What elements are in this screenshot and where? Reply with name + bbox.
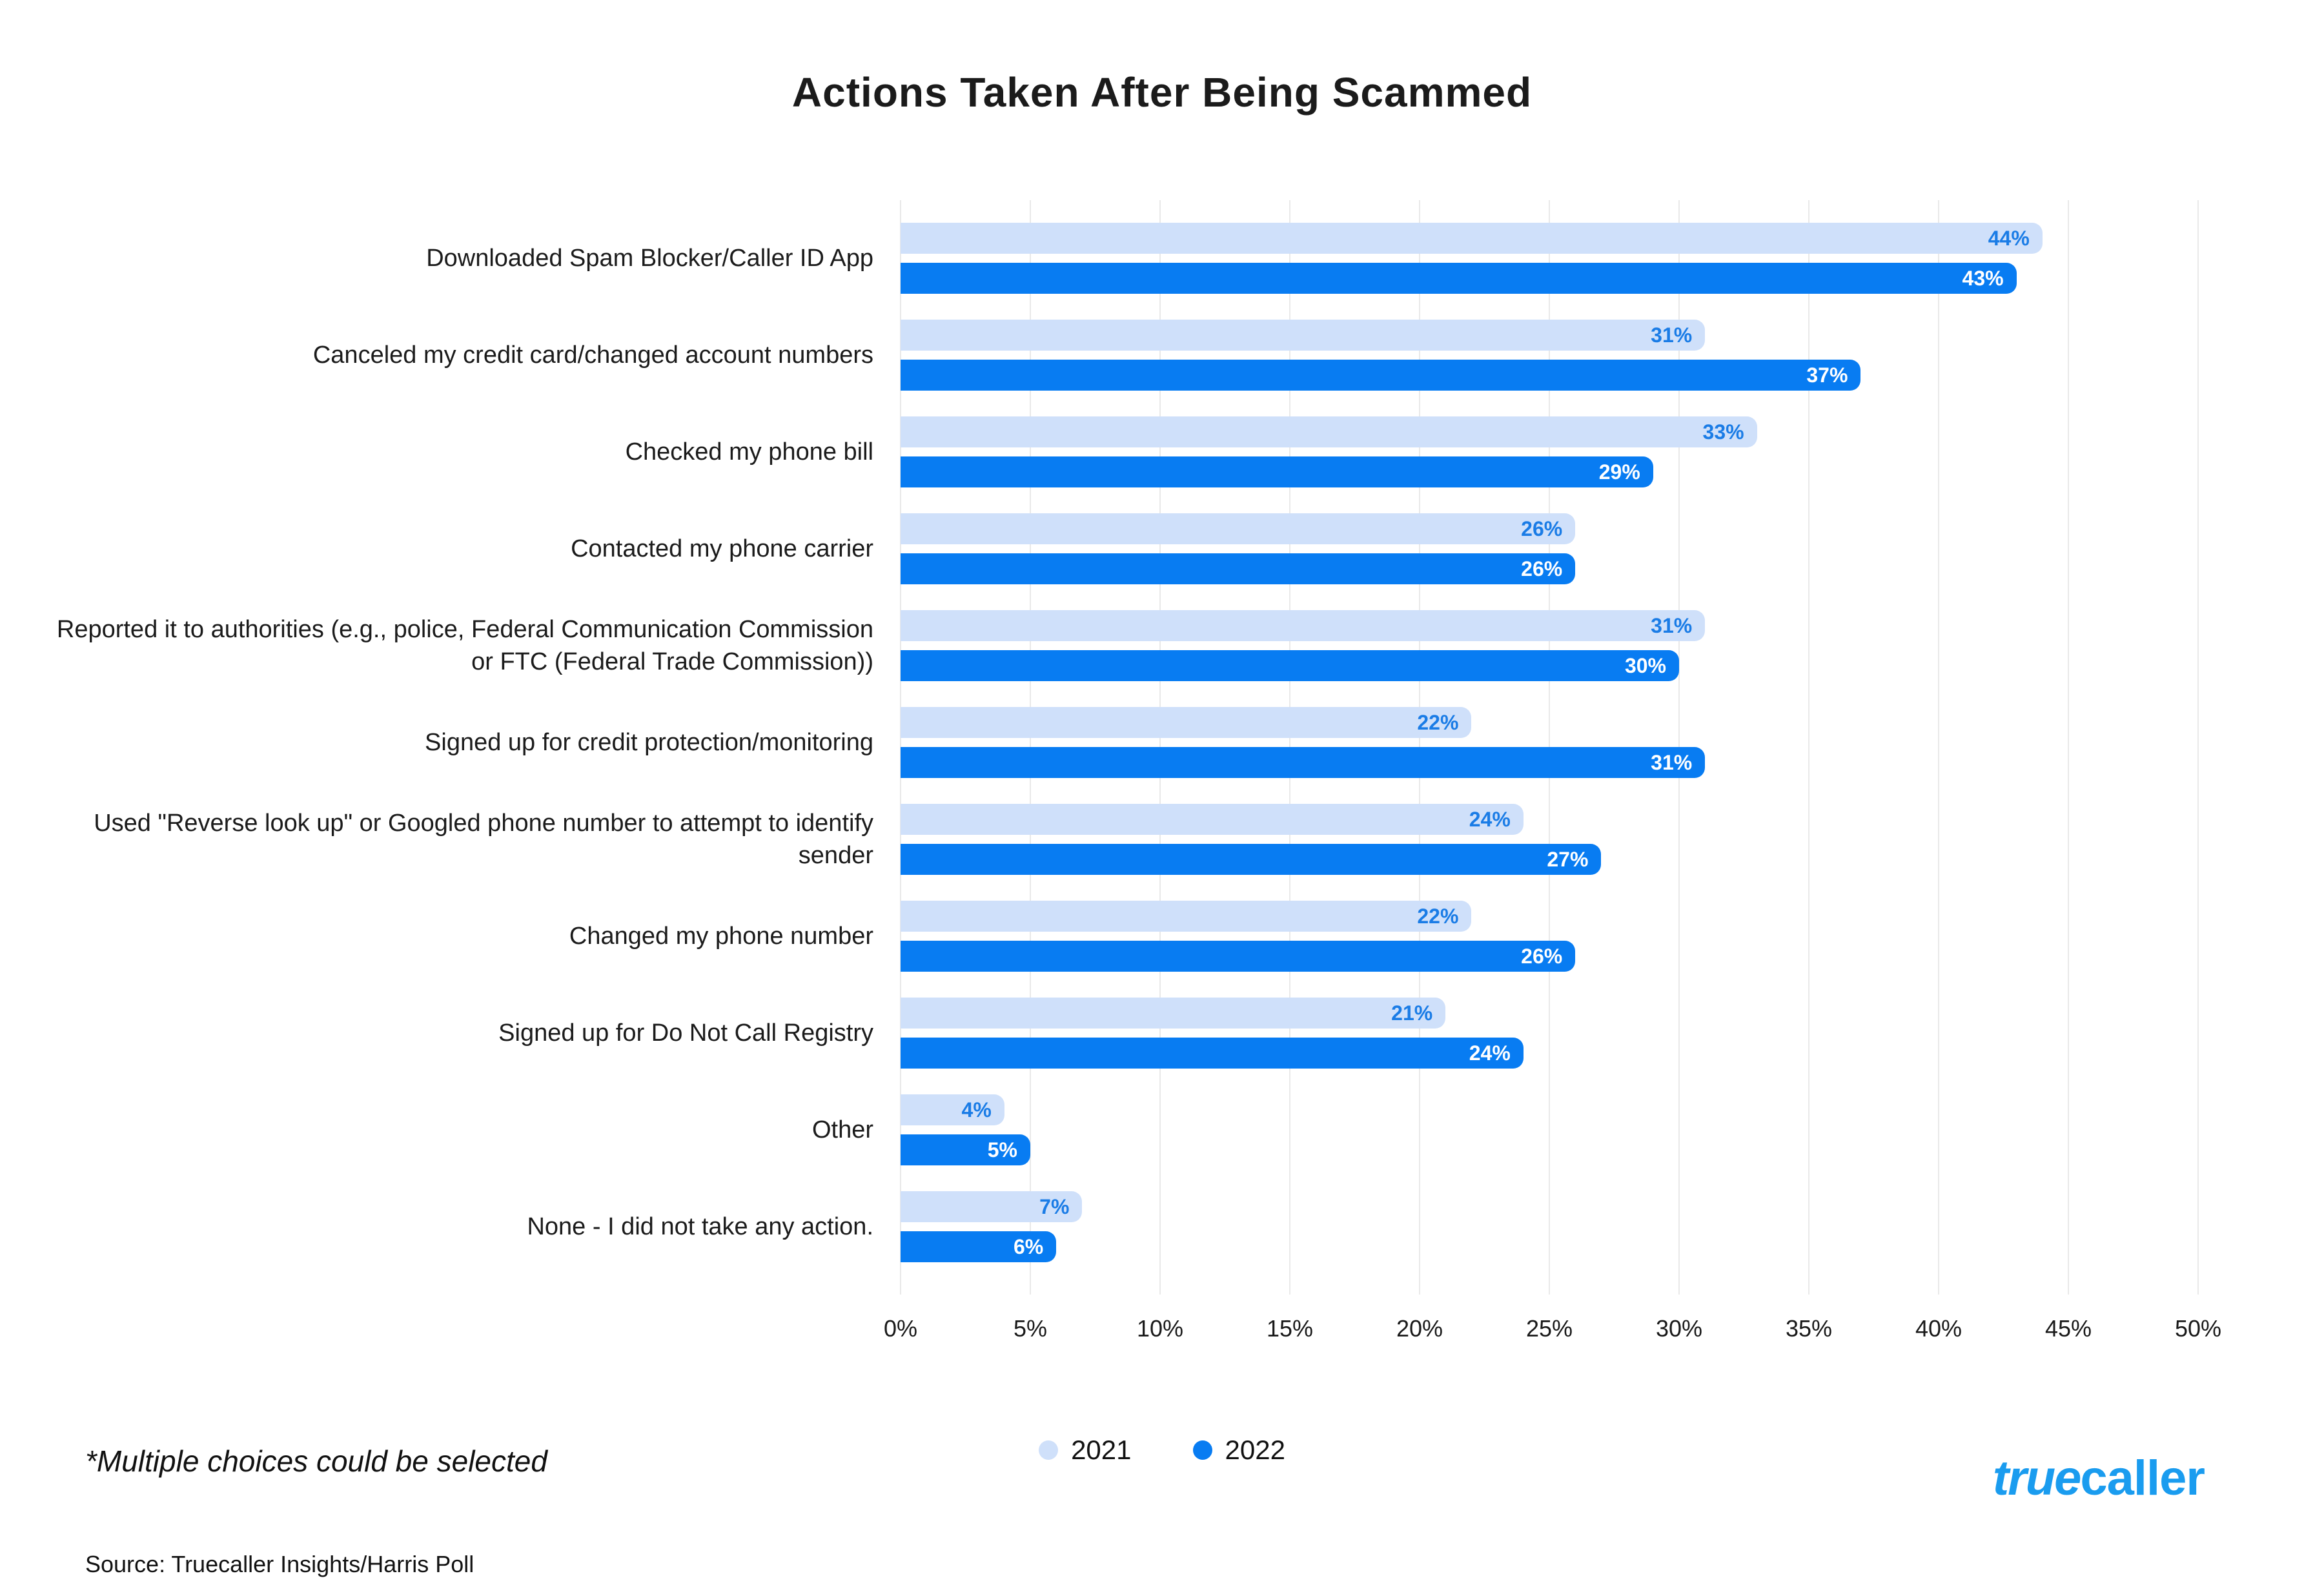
bar-2022: 5% (901, 1134, 1030, 1165)
bar-2021: 21% (901, 998, 1446, 1029)
page-title: Actions Taken After Being Scammed (791, 69, 1533, 116)
bar-2022: 29% (901, 456, 1653, 487)
bar-value-label: 22% (1417, 710, 1459, 734)
category-label: Signed up for credit protection/monitori… (425, 729, 873, 756)
category-label: Contacted my phone carrier (571, 535, 873, 562)
bar-value-label: 24% (1469, 1041, 1511, 1065)
gridline (2197, 200, 2199, 1295)
bar-value-label: 31% (1651, 323, 1693, 347)
category-label: Reported it to authorities (e.g., police… (56, 616, 873, 675)
x-tick-label: 50% (2174, 1315, 2222, 1342)
x-tick-label: 35% (1785, 1315, 1833, 1342)
bar-2021: 7% (901, 1191, 1083, 1222)
bar-row: Checked my phone bill 33% 29% (626, 416, 2198, 487)
bar-value-label: 24% (1469, 807, 1511, 831)
plot-area: Downloaded Spam Blocker/Caller ID App 44%… (57, 200, 2221, 1342)
gridline (1808, 200, 1809, 1295)
bar-2021: 31% (901, 610, 1706, 641)
category-label: Used "Reverse look up" or Googled phone … (94, 810, 873, 869)
bar-value-label: 26% (1521, 517, 1563, 540)
logo-caller-text: caller (2080, 1451, 2205, 1506)
bar-value-label: 30% (1624, 653, 1666, 677)
category-label: Downloaded Spam Blocker/Caller ID App (426, 245, 873, 272)
bar-value-label: 37% (1806, 363, 1848, 387)
category-label: Checked my phone bill (625, 438, 873, 466)
legend-item-2022: 2022 (1192, 1435, 1285, 1466)
x-tick-label: 30% (1655, 1315, 1703, 1342)
bar-2021: 4% (901, 1094, 1004, 1125)
x-tick-label: 45% (2044, 1315, 2092, 1342)
category-label: Other (811, 1116, 873, 1143)
legend-label: 2022 (1225, 1435, 1285, 1465)
bar-row: Canceled my credit card/changed account … (313, 320, 2198, 391)
bar-2021: 33% (901, 416, 1757, 447)
category-label: None - I did not take any action. (527, 1213, 873, 1240)
bar-value-label: 22% (1417, 904, 1459, 928)
bar-2021: 31% (901, 320, 1706, 351)
bar-2021: 22% (901, 901, 1472, 932)
bar-row: Reported it to authorities (e.g., police… (57, 610, 2198, 681)
truecaller-logo: truecaller (1993, 1454, 2205, 1503)
bar-2022: 37% (901, 360, 1861, 391)
category-label: Changed my phone number (569, 923, 873, 950)
logo-true-text: true (1992, 1451, 2082, 1506)
bar-value-label: 33% (1702, 420, 1744, 444)
bar-row: Signed up for credit protection/monitori… (425, 707, 2198, 778)
legend-label: 2021 (1071, 1435, 1132, 1465)
bar-2021: 22% (901, 707, 1472, 738)
bar-2022: 26% (901, 553, 1576, 584)
bar-2022: 6% (901, 1231, 1057, 1262)
bar-2021: 26% (901, 513, 1576, 544)
bar-value-label: 4% (961, 1098, 992, 1121)
bar-row: Contacted my phone carrier 26% 26% (571, 513, 2198, 584)
bar-row: Changed my phone number 22% 26% (569, 901, 2198, 972)
bar-value-label: 44% (1988, 226, 2030, 250)
bar-2022: 26% (901, 941, 1576, 972)
bar-value-label: 26% (1521, 944, 1563, 968)
legend: 2021 2022 (0, 1435, 2324, 1466)
bar-rows: Downloaded Spam Blocker/Caller ID App 44%… (57, 200, 2198, 1295)
category-label: Canceled my credit card/changed account … (312, 342, 873, 369)
x-tick-label: 0% (883, 1315, 918, 1342)
bar-2021: 44% (901, 223, 2043, 254)
bar-value-label: 21% (1391, 1001, 1433, 1025)
footnote: *Multiple choices could be selected (85, 1444, 547, 1478)
bar-value-label: 7% (1039, 1194, 1070, 1218)
x-tick-label: 10% (1136, 1315, 1184, 1342)
bar-value-label: 43% (1962, 266, 2004, 290)
x-tick-label: 15% (1266, 1315, 1314, 1342)
x-tick-label: 5% (1013, 1315, 1048, 1342)
bar-value-label: 5% (987, 1138, 1017, 1162)
legend-item-2021: 2021 (1039, 1435, 1132, 1466)
legend-dot-2021 (1039, 1440, 1059, 1460)
x-tick-label: 20% (1396, 1315, 1443, 1342)
legend-dot-2022 (1192, 1440, 1212, 1460)
bar-2021: 24% (901, 804, 1524, 835)
x-tick-label: 40% (1915, 1315, 1962, 1342)
bar-2022: 43% (901, 263, 2017, 294)
bar-row: Used "Reverse look up" or Googled phone … (94, 804, 2198, 875)
bar-row: Signed up for Do Not Call Registry 21% 24% (498, 998, 2198, 1069)
bar-value-label: 27% (1547, 847, 1589, 871)
category-label: Signed up for Do Not Call Registry (498, 1019, 873, 1047)
gridline (2068, 200, 2069, 1295)
bar-value-label: 26% (1521, 557, 1563, 580)
bar-2022: 30% (901, 650, 1679, 681)
bar-value-label: 31% (1651, 750, 1693, 774)
bar-row: None - I did not take any action. 7% 6% (527, 1191, 2198, 1262)
bar-value-label: 6% (1013, 1234, 1044, 1258)
bar-value-label: 31% (1651, 613, 1693, 637)
bar-row: Other 4% 5% (812, 1094, 2198, 1165)
gridline (1938, 200, 1939, 1295)
bar-value-label: 29% (1598, 460, 1640, 484)
bar-2022: 31% (901, 747, 1706, 778)
x-axis: 0% 5% 10% 15% 20% 25% 30% 35% 40% 45% 50% (884, 1315, 2221, 1347)
source-note: Source: Truecaller Insights/Harris Poll (85, 1551, 474, 1577)
bar-2022: 27% (901, 844, 1602, 875)
x-tick-label: 25% (1525, 1315, 1573, 1342)
bar-2022: 24% (901, 1038, 1524, 1069)
bar-row: Downloaded Spam Blocker/Caller ID App 44%… (426, 223, 2198, 294)
